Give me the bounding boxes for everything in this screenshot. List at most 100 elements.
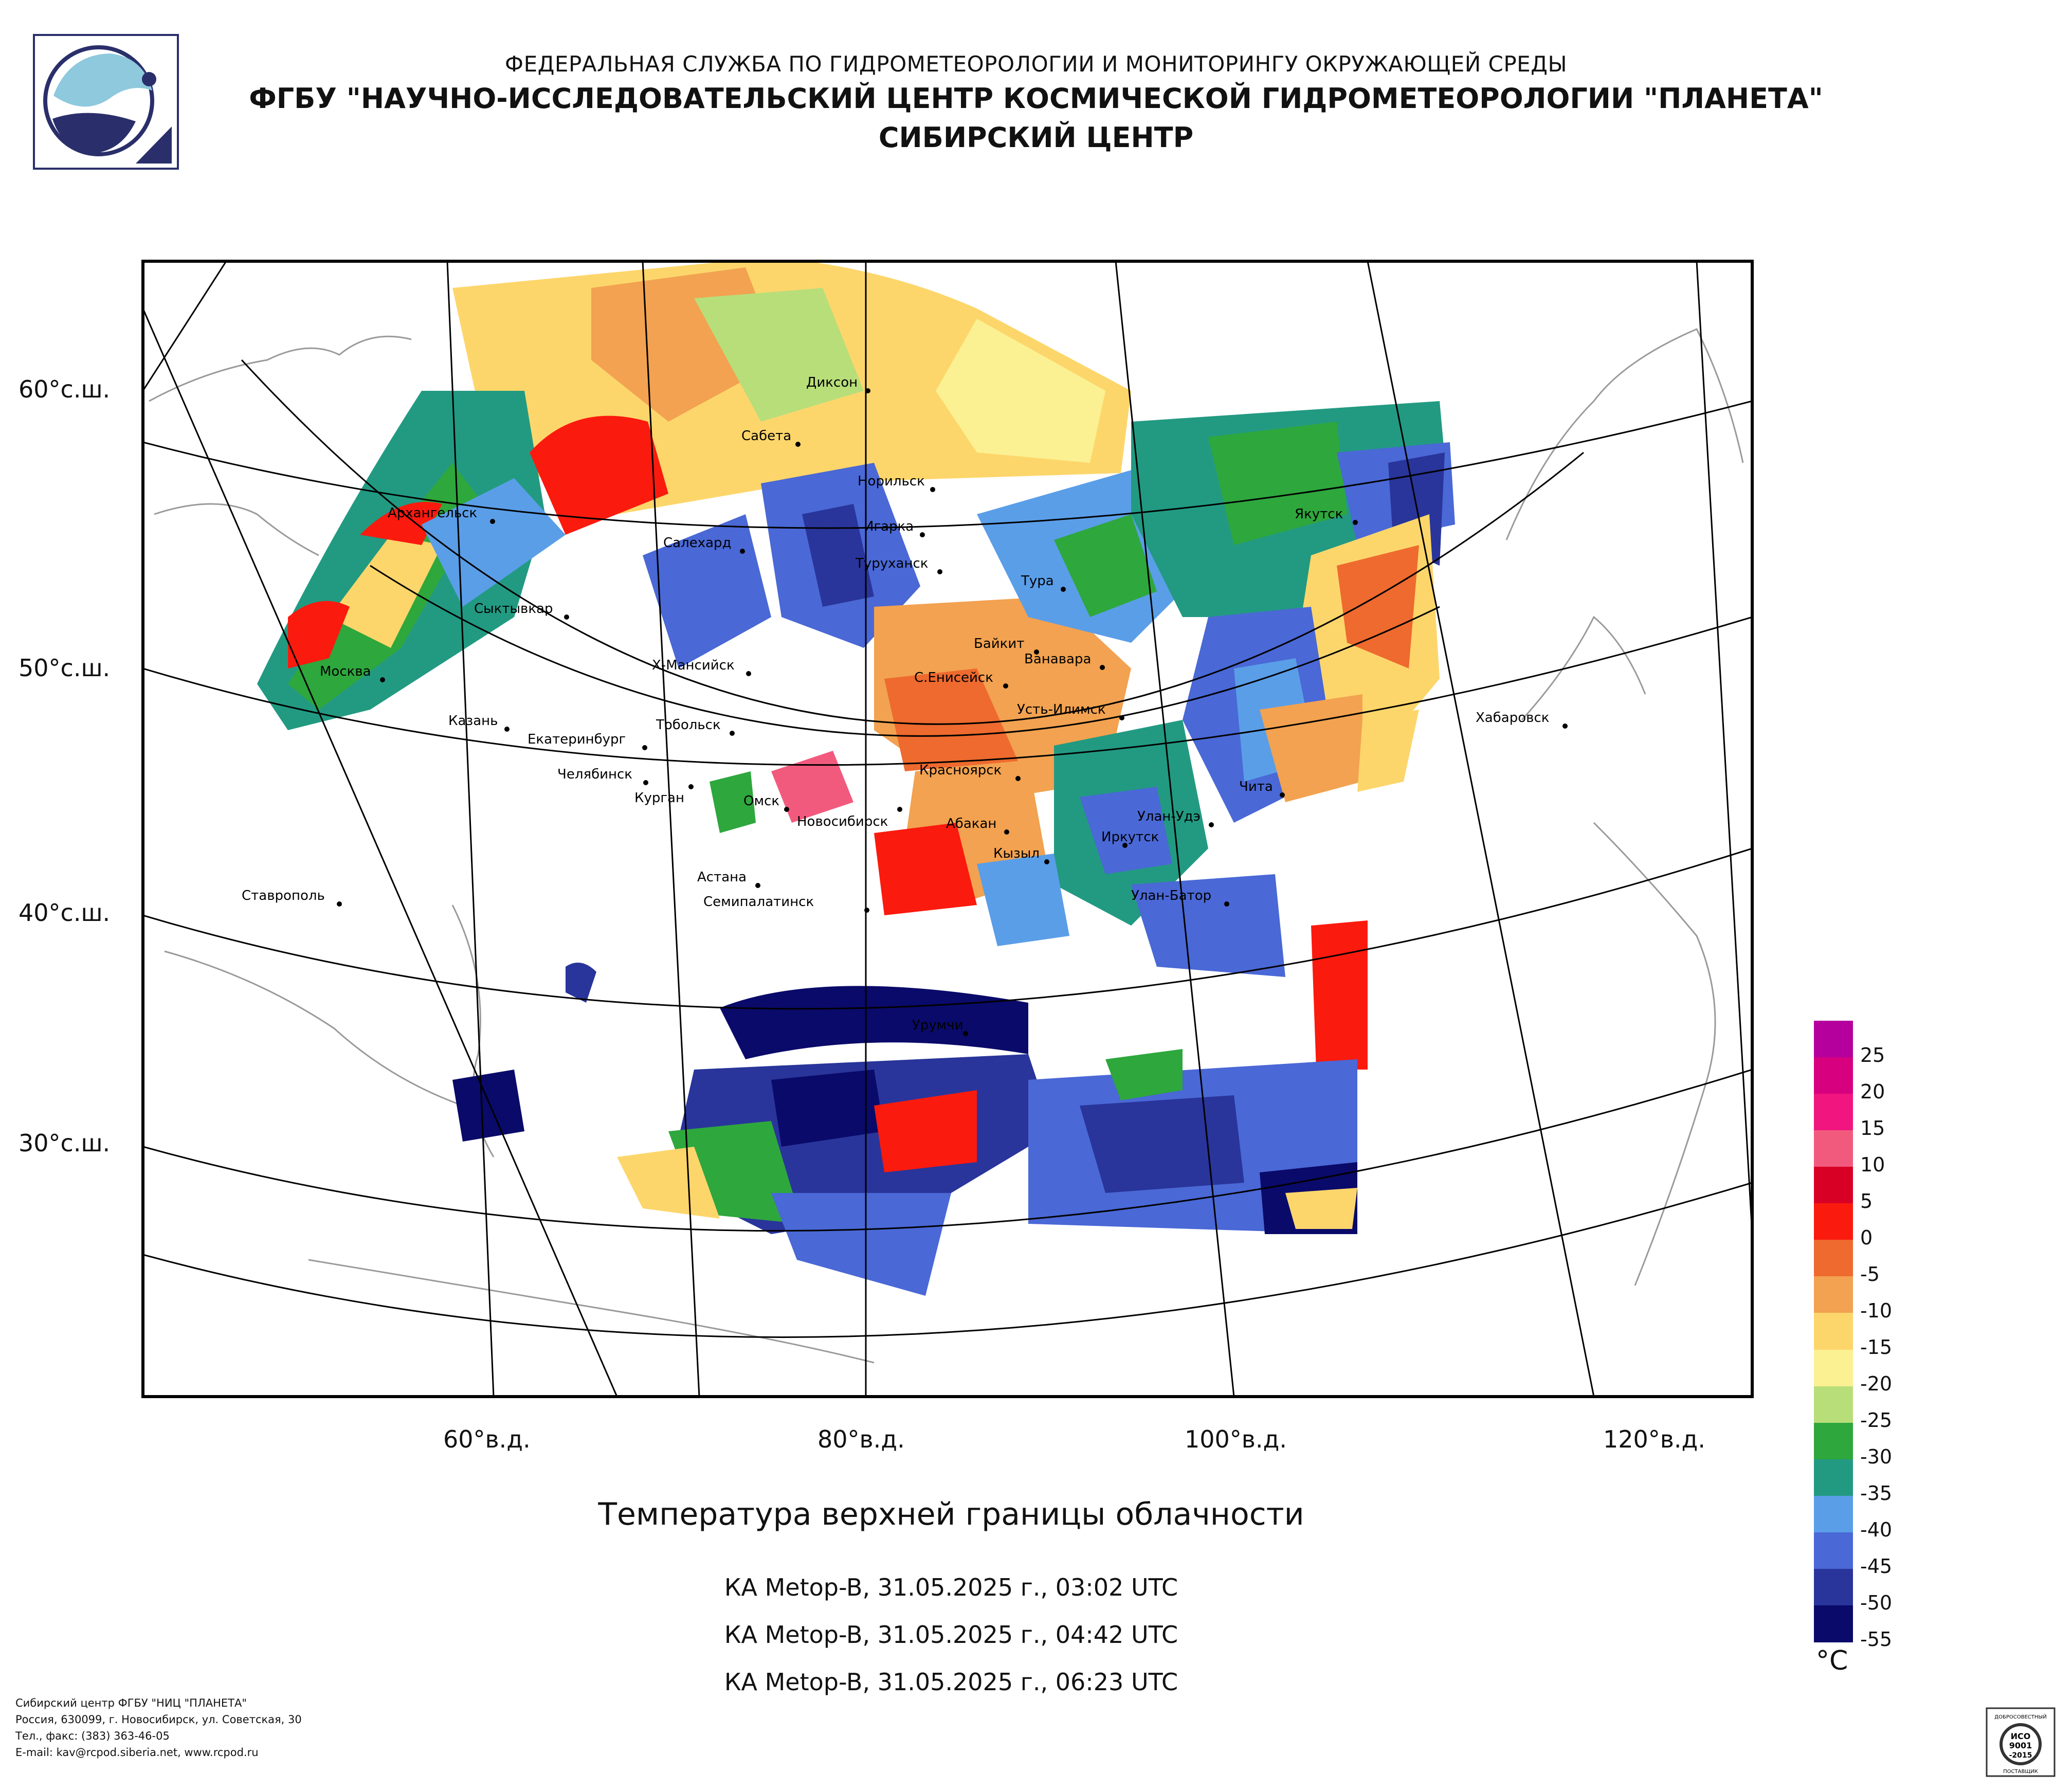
map-frame	[141, 260, 1754, 1398]
city-astana: Астана	[697, 870, 760, 888]
lon-label-80: 80°в.д.	[817, 1425, 905, 1453]
legend-tick: 25	[1860, 1044, 1885, 1066]
svg-text:Казань: Казань	[448, 713, 498, 729]
svg-text:Салехард: Салехард	[663, 535, 732, 551]
header-agency: ФЕДЕРАЛЬНАЯ СЛУЖБА ПО ГИДРОМЕТЕОРОЛОГИИ …	[504, 51, 1568, 77]
legend-tick: 20	[1860, 1080, 1885, 1103]
legend-swatch	[1814, 1386, 1853, 1423]
cloud-imagery	[257, 261, 1455, 1296]
header-center: СИБИРСКИЙ ЦЕНТР	[878, 121, 1194, 154]
city-novosibirsk: Новосибирск	[797, 807, 902, 829]
legend-swatch	[1814, 1276, 1853, 1314]
legend-swatch	[1814, 1349, 1853, 1387]
city-irkutsk: Иркутск	[1101, 829, 1159, 848]
cert-9001: 9001	[2009, 1741, 2032, 1750]
city-salekhard: Салехард	[663, 535, 745, 554]
footer-phone: Тел., факс: (383) 363-46-05	[15, 1730, 170, 1742]
lon-label-120: 120°в.д.	[1603, 1425, 1705, 1453]
city-ust-ilimsk: Усть-Илимск	[1017, 702, 1124, 720]
footer-email: E-mail: kav@rcpod.siberia.net, www.rcpod…	[15, 1746, 259, 1759]
city-turukhansk: Туруханск	[855, 556, 942, 574]
city-ulan-bator: Улан-Батор	[1131, 888, 1229, 907]
city-tura: Тура	[1021, 573, 1066, 592]
city-vanavara: Ванавара	[1024, 652, 1105, 670]
legend-swatch	[1814, 1057, 1853, 1095]
legend-tick: 5	[1860, 1190, 1873, 1213]
svg-text:Байкит: Байкит	[974, 636, 1024, 652]
legend-tick: -35	[1860, 1482, 1893, 1505]
svg-text:Диксон: Диксон	[806, 375, 858, 390]
color-legend	[1814, 1021, 1853, 1642]
city-kazan: Казань	[448, 713, 510, 732]
svg-text:Тура: Тура	[1021, 573, 1054, 589]
city-syktyvkar: Сыктывкар	[474, 601, 569, 620]
lon-label-100: 100°в.д.	[1185, 1425, 1287, 1453]
lon-label-60: 60°в.д.	[443, 1425, 531, 1453]
footer-org: Сибирский центр ФГБУ "НИЦ "ПЛАНЕТА"	[15, 1697, 247, 1709]
svg-text:Красноярск: Красноярск	[919, 763, 1002, 778]
legend-swatch	[1814, 1532, 1853, 1569]
legend-unit: °C	[1816, 1645, 1848, 1676]
svg-text:Тобольск: Тобольск	[656, 717, 721, 733]
svg-text:Новосибирск: Новосибирск	[797, 814, 888, 829]
svg-text:Кызыл: Кызыл	[993, 846, 1040, 861]
svg-text:Чита: Чита	[1239, 779, 1273, 794]
legend-tick: 0	[1860, 1226, 1873, 1249]
city-stavropol: Ставрополь	[242, 888, 342, 907]
graticule	[143, 261, 1752, 1397]
legend-swatch	[1814, 1167, 1853, 1204]
city-khanty-mansiysk: Х-Мансийск	[652, 658, 751, 676]
iso-certificate-badge: ДОБРОСОВЕСТНЫЙ ИСО 9001 -2015 ПОСТАВЩИК	[1985, 1706, 2057, 1778]
svg-text:Улан-Батор: Улан-Батор	[1131, 888, 1211, 903]
cert-bottom-text: ПОСТАВЩИК	[2003, 1769, 2038, 1775]
legend-swatch	[1814, 1495, 1853, 1533]
city-sabeta: Сабета	[741, 428, 801, 447]
city-baikit: Байкит	[974, 636, 1039, 655]
city-krasnoyarsk: Красноярск	[919, 763, 1021, 781]
planeta-logo	[33, 34, 179, 170]
city-chelyabinsk: Челябинск	[557, 767, 648, 785]
svg-text:Челябинск: Челябинск	[557, 767, 632, 782]
svg-text:Х-Мансийск: Х-Мансийск	[652, 658, 735, 673]
city-severo-yeniseysk: С.Енисейск	[914, 670, 1008, 689]
svg-text:Москва: Москва	[320, 664, 371, 679]
legend-tick: -10	[1860, 1299, 1893, 1322]
city-ulan-ude: Улан-Удэ	[1137, 809, 1214, 827]
satellite-pass-2: КА Metop-B, 31.05.2025 г., 04:42 UTC	[724, 1621, 1178, 1649]
legend-swatch	[1814, 1568, 1853, 1606]
city-dikson: Диксон	[806, 375, 870, 393]
svg-text:Иркутск: Иркутск	[1101, 829, 1159, 845]
city-semipalatinsk: Семипалатинск	[703, 894, 869, 913]
svg-text:Астана: Астана	[697, 870, 747, 885]
lat-label-30: 30°с.ш.	[19, 1129, 111, 1157]
legend-swatch	[1814, 1203, 1853, 1241]
lat-label-50: 50°с.ш.	[19, 654, 111, 682]
satellite-pass-3: КА Metop-B, 31.05.2025 г., 06:23 UTC	[724, 1668, 1178, 1696]
svg-text:С.Енисейск: С.Енисейск	[914, 670, 993, 685]
svg-text:Ставрополь: Ставрополь	[242, 888, 325, 903]
svg-text:Екатеринбург: Екатеринбург	[528, 732, 626, 747]
svg-text:Туруханск: Туруханск	[855, 556, 928, 571]
city-kurgan: Курган	[634, 784, 694, 806]
svg-text:Якутск: Якутск	[1295, 506, 1343, 522]
city-urumqi: Урумчи	[912, 1018, 968, 1036]
svg-text:Улан-Удэ: Улан-Удэ	[1137, 809, 1201, 824]
svg-text:Сыктывкар: Сыктывкар	[474, 601, 553, 617]
coastlines	[149, 328, 1744, 1364]
svg-text:Урумчи: Урумчи	[912, 1018, 964, 1033]
cert-iso: ИСО	[2011, 1731, 2031, 1741]
svg-text:Архангельск: Архангельск	[388, 505, 477, 521]
city-moskva: Москва	[320, 664, 385, 682]
header-institute: ФГБУ "НАУЧНО-ИССЛЕДОВАТЕЛЬСКИЙ ЦЕНТР КОС…	[249, 82, 1823, 115]
svg-text:Усть-Илимск: Усть-Илимск	[1017, 702, 1106, 717]
legend-swatch	[1814, 1094, 1853, 1131]
legend-tick: -15	[1860, 1336, 1893, 1359]
legend-swatch	[1814, 1459, 1853, 1496]
city-khabarovsk: Хабаровск	[1476, 710, 1568, 729]
legend-tick: -40	[1860, 1518, 1893, 1541]
legend-tick: 10	[1860, 1153, 1885, 1176]
legend-tick: 15	[1860, 1117, 1885, 1139]
legend-tick: -5	[1860, 1263, 1880, 1286]
legend-swatch	[1814, 1313, 1853, 1350]
